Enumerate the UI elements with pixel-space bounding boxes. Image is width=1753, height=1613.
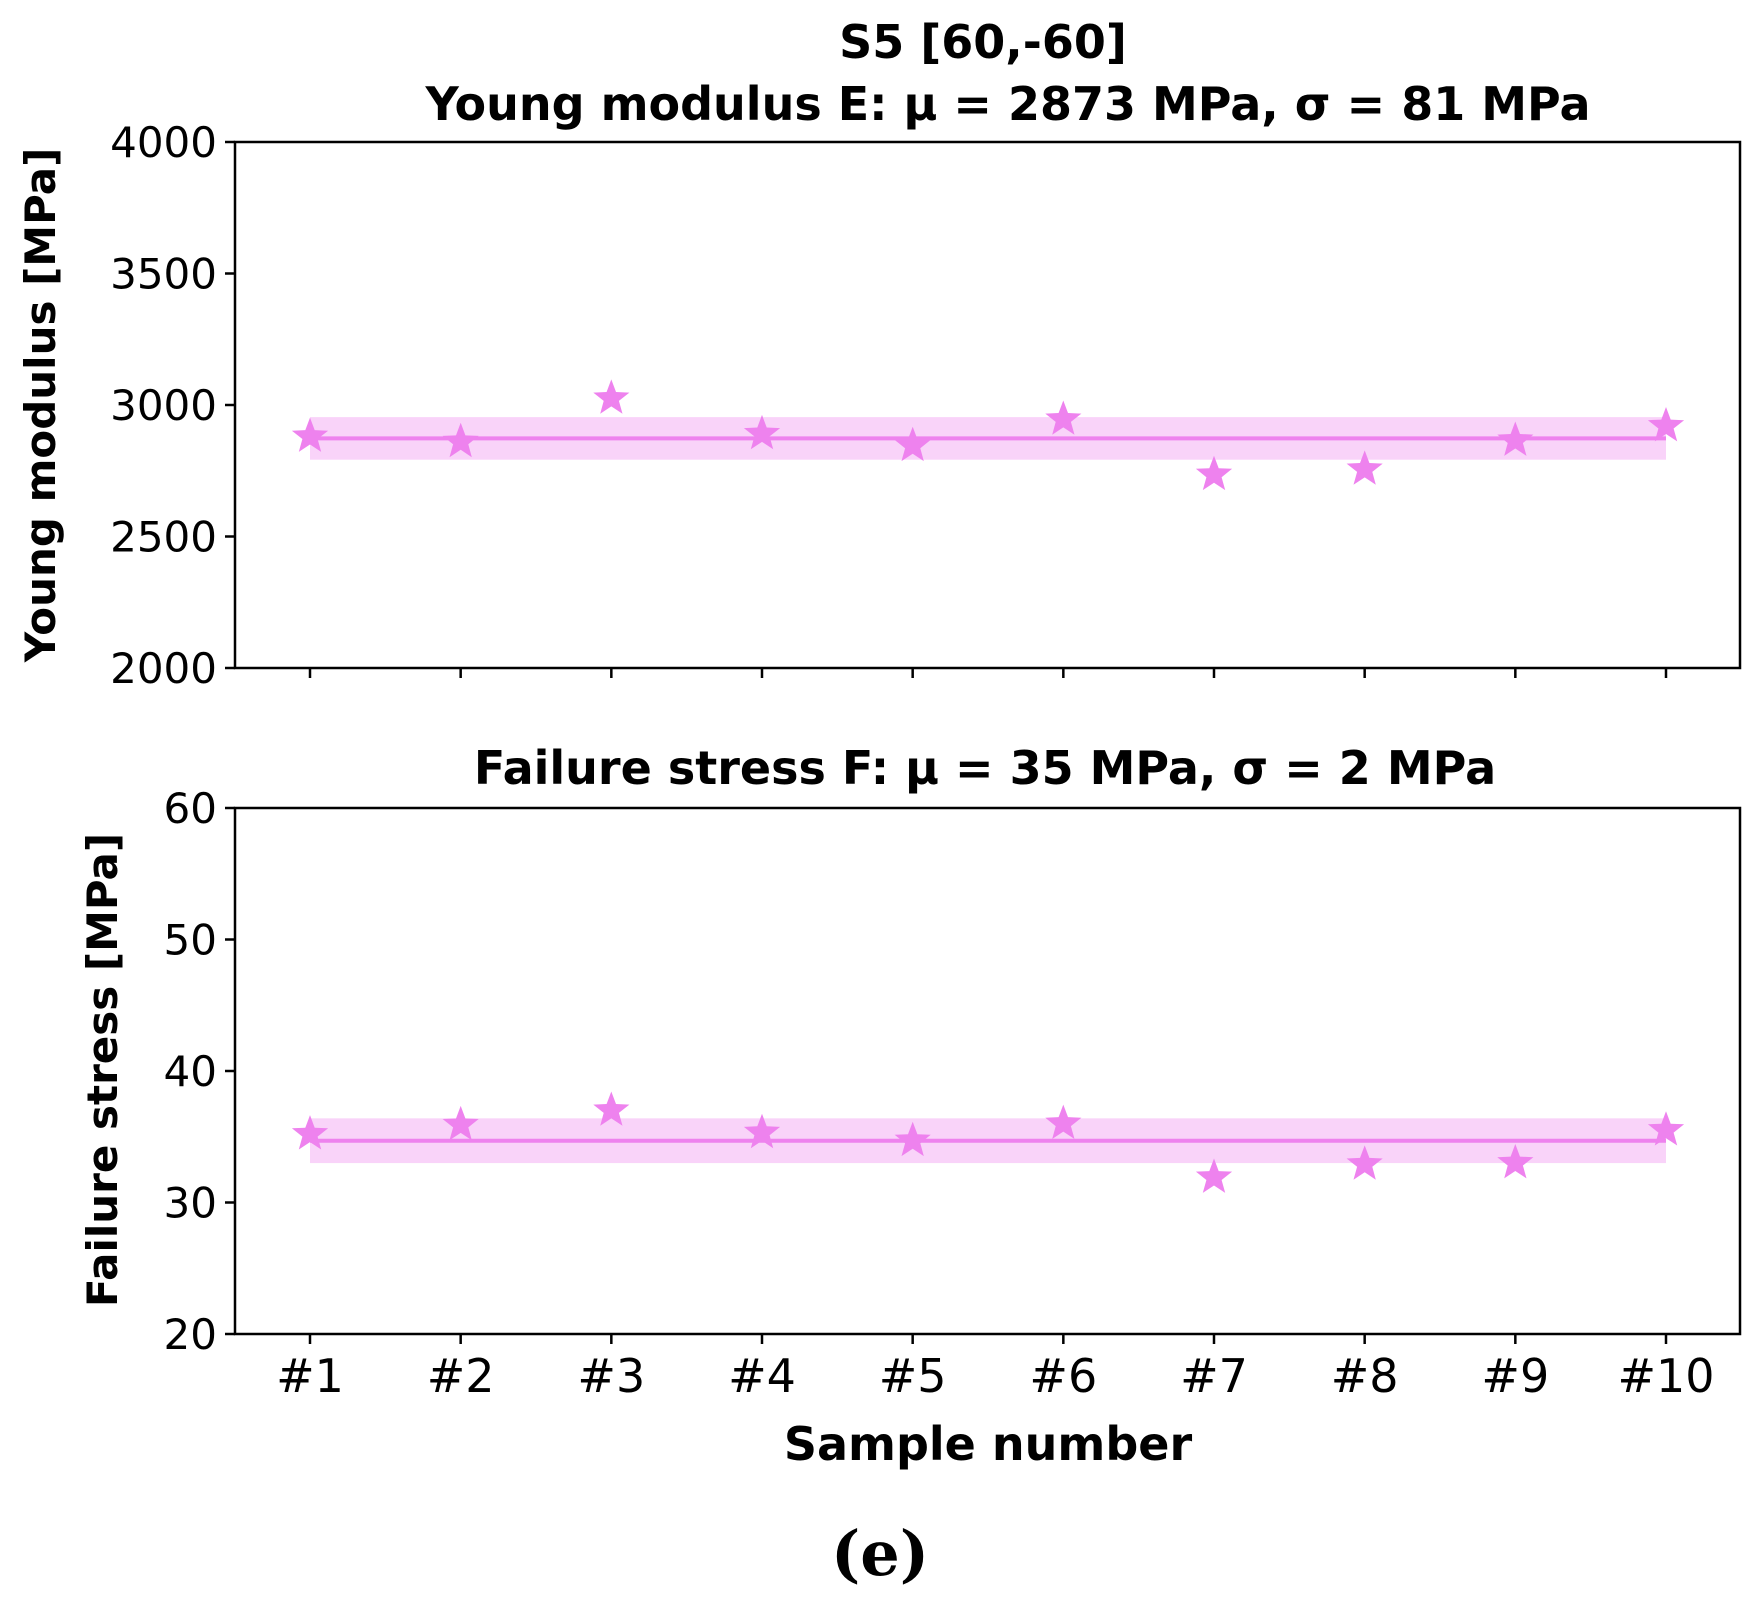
data-point-star bbox=[1497, 1144, 1534, 1179]
x-tick-label: #1 bbox=[276, 1349, 344, 1403]
y-tick-label: 20 bbox=[164, 1310, 217, 1359]
data-point-star bbox=[593, 1091, 630, 1126]
data-point-star bbox=[1045, 400, 1082, 435]
data-point-star bbox=[1346, 1145, 1383, 1180]
y-tick-label: 3000 bbox=[110, 381, 217, 430]
data-point-star bbox=[1346, 450, 1383, 485]
x-axis-label: Sample number bbox=[784, 1417, 1193, 1471]
data-point-star bbox=[442, 422, 479, 458]
axes-frame bbox=[233, 140, 1742, 670]
data-point-star bbox=[1195, 455, 1233, 491]
x-tick-label: #10 bbox=[1617, 1349, 1714, 1403]
data-point-star bbox=[593, 379, 630, 414]
failure-stress-title: Failure stress F: μ = 35 MPa, σ = 2 MPa bbox=[474, 741, 1496, 795]
y-tick-label: 30 bbox=[164, 1179, 217, 1228]
x-tick-label: #6 bbox=[1029, 1349, 1097, 1403]
x-tick-label: #9 bbox=[1481, 1349, 1549, 1403]
x-tick-label: #2 bbox=[427, 1349, 495, 1403]
y-tick-label: 40 bbox=[164, 1047, 217, 1096]
data-point-star bbox=[1195, 1158, 1233, 1193]
x-tick-label: #4 bbox=[728, 1349, 796, 1403]
young-modulus-subplot: Young modulus E: μ = 2873 MPa, σ = 81 MP… bbox=[16, 77, 1742, 693]
x-tick-label: #3 bbox=[577, 1349, 645, 1403]
young-modulus-title: Young modulus E: μ = 2873 MPa, σ = 81 MP… bbox=[424, 77, 1590, 131]
data-point-star bbox=[894, 426, 931, 462]
x-tick-label: #7 bbox=[1180, 1349, 1248, 1403]
data-point-star bbox=[743, 1113, 781, 1149]
y-tick-label: 4000 bbox=[110, 118, 217, 167]
data-point-star bbox=[1647, 407, 1685, 442]
y-tick-label: 2500 bbox=[110, 513, 217, 562]
axes-frame bbox=[233, 806, 1742, 1336]
young-modulus-ylabel: Young modulus [MPa] bbox=[16, 148, 65, 664]
y-tick-label: 50 bbox=[164, 916, 217, 965]
data-point-star bbox=[291, 1115, 329, 1150]
data-point-star bbox=[442, 1105, 479, 1141]
data-point-star bbox=[1497, 421, 1534, 456]
y-tick-label: 3500 bbox=[110, 250, 217, 299]
figure-suptitle: S5 [60,-60] bbox=[839, 15, 1127, 69]
data-point-star bbox=[743, 414, 781, 450]
figure-caption: (e) bbox=[831, 1517, 929, 1590]
y-tick-label: 2000 bbox=[110, 644, 217, 693]
data-point-star bbox=[291, 417, 329, 452]
data-point-star bbox=[1647, 1111, 1685, 1146]
x-tick-label: #8 bbox=[1331, 1349, 1399, 1403]
y-tick-label: 60 bbox=[164, 784, 217, 833]
failure-stress-ylabel: Failure stress [MPa] bbox=[78, 833, 127, 1307]
data-point-star bbox=[1045, 1104, 1082, 1139]
failure-stress-subplot: Failure stress F: μ = 35 MPa, σ = 2 MPa … bbox=[78, 741, 1742, 1471]
x-tick-label: #5 bbox=[879, 1349, 947, 1403]
data-point-star bbox=[894, 1121, 931, 1157]
